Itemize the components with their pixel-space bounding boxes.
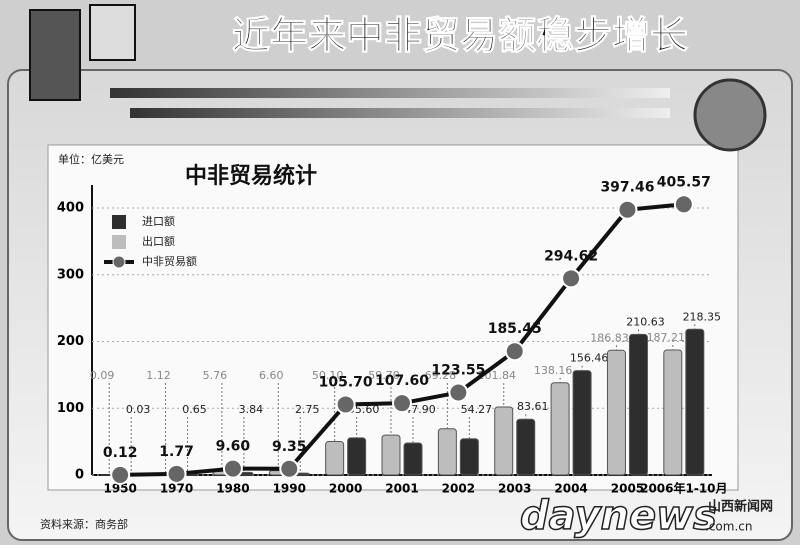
bar [517, 419, 535, 475]
bar [495, 407, 513, 475]
legend-swatch [112, 235, 126, 249]
source: 资料来源：商务部 [40, 517, 128, 531]
y-tick-label: 400 [57, 201, 84, 216]
bar [404, 443, 422, 475]
x-tick-label: 2006年1-10月 [640, 481, 727, 496]
forum-logo [695, 80, 765, 150]
value-label: 9.60 [216, 439, 251, 455]
value-label: 0.03 [126, 403, 151, 416]
legend-swatch [112, 215, 126, 229]
bar [326, 442, 344, 475]
value-label: 187.21 [647, 331, 686, 344]
value-label: 3.84 [239, 403, 264, 416]
legend-label: 出口额 [142, 234, 175, 248]
point [337, 395, 355, 413]
legend-label: 进口额 [142, 215, 175, 228]
y-tick-label: 200 [57, 334, 84, 349]
point [675, 195, 693, 213]
value-label: 156.46 [570, 352, 609, 365]
bar [664, 350, 682, 475]
bar [629, 334, 647, 475]
value-label: 54.27 [461, 403, 493, 416]
x-tick-label: 2004 [554, 482, 587, 496]
value-label: 185.45 [488, 321, 542, 337]
point [618, 201, 636, 219]
value-label: 2.75 [295, 403, 320, 416]
chart-title: 中非贸易统计 [185, 163, 317, 189]
value-label: 397.46 [600, 180, 654, 196]
bar [382, 435, 400, 475]
y-tick-label: 100 [57, 401, 84, 416]
value-label: 0.09 [90, 369, 115, 382]
value-label: 9.35 [272, 439, 307, 455]
watermark-domain: .com.cn [705, 520, 752, 534]
unit-label: 单位：亿美元 [58, 152, 124, 166]
x-tick-label: 2002 [442, 482, 475, 496]
decor-stripe [110, 88, 670, 98]
point [224, 460, 242, 478]
point [280, 460, 298, 478]
value-label: 138.16 [534, 364, 573, 377]
value-label: 218.35 [683, 310, 722, 323]
point [111, 466, 129, 484]
point [562, 269, 580, 287]
decor-stripe [130, 108, 670, 118]
x-tick-label: 2001 [385, 482, 418, 496]
calculator [90, 5, 135, 60]
value-label: 105.70 [319, 374, 373, 390]
value-label: 186.83 [590, 331, 629, 344]
title: 近年来中非贸易额稳步增长 [232, 14, 688, 58]
x-tick-label: 2000 [329, 482, 362, 496]
value-label: 6.60 [259, 369, 284, 382]
x-tick-label: 1990 [273, 482, 306, 496]
value-label: 123.55 [431, 363, 485, 379]
value-label: 210.63 [626, 315, 665, 328]
value-label: 294.62 [544, 248, 598, 264]
value-label: 0.65 [182, 403, 207, 416]
legend-swatch [113, 256, 125, 268]
x-tick-label: 1980 [216, 482, 249, 496]
point [393, 394, 411, 412]
value-label: 0.12 [103, 445, 138, 461]
mascot [30, 10, 80, 100]
bar [438, 429, 456, 475]
bar [573, 371, 591, 475]
legend-label: 中非贸易额 [142, 255, 197, 268]
value-label: 107.60 [375, 373, 429, 389]
point [449, 384, 467, 402]
value-label: 405.57 [657, 174, 711, 190]
bar [348, 438, 366, 475]
bar [686, 329, 704, 475]
value-label: 1.77 [159, 444, 194, 460]
value-label: 83.61 [517, 400, 549, 413]
y-tick-label: 0 [75, 468, 84, 483]
x-tick-label: 2003 [498, 482, 531, 496]
bar [460, 439, 478, 475]
value-label: 5.76 [203, 369, 228, 382]
bar [551, 383, 569, 475]
value-label: 1.12 [146, 369, 171, 382]
point [506, 342, 524, 360]
y-tick-label: 300 [57, 267, 84, 282]
watermark-site: 山西新闻网 [708, 499, 773, 515]
bar [607, 350, 625, 475]
watermark: daynews [520, 493, 717, 539]
point [168, 465, 186, 483]
